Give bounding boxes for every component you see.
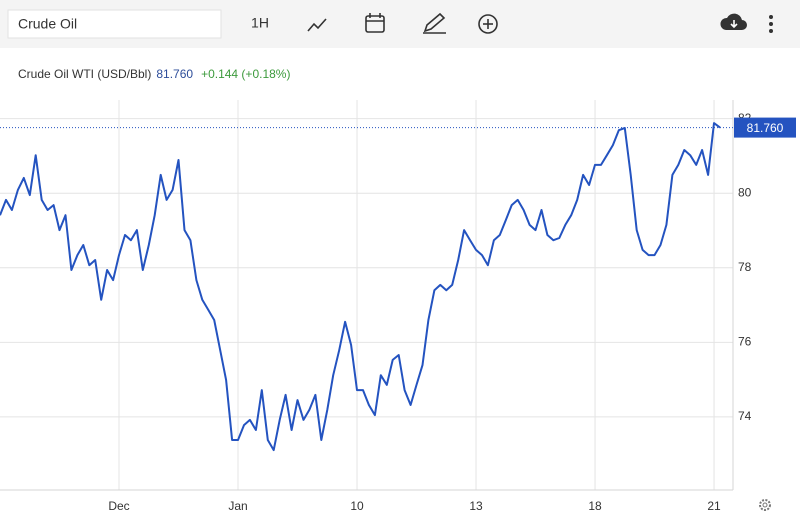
last-price-label: 81.760: [747, 121, 784, 135]
add-button[interactable]: [478, 14, 498, 34]
x-tick-label: 21: [707, 499, 721, 513]
x-tick-label: 13: [469, 499, 483, 513]
x-tick-label: 10: [350, 499, 364, 513]
y-tick-label: 80: [738, 185, 752, 199]
calendar-button[interactable]: [365, 13, 385, 33]
line-type-button[interactable]: [307, 18, 327, 32]
draw-button[interactable]: [423, 12, 446, 34]
header-price: 81.760: [156, 67, 193, 81]
search-box[interactable]: [7, 9, 222, 39]
y-tick-label: 78: [738, 260, 752, 274]
x-tick-label: Jan: [228, 499, 247, 513]
series-name: Crude Oil WTI (USD/Bbl): [18, 67, 151, 81]
menu-button[interactable]: [769, 15, 773, 33]
header-change: +0.144 (+0.18%): [201, 67, 290, 81]
x-tick-label: 18: [588, 499, 602, 513]
interval-button[interactable]: 1H: [251, 15, 269, 31]
price-line: [0, 122, 721, 452]
x-tick-label: Dec: [108, 499, 129, 513]
settings-button[interactable]: [759, 499, 771, 511]
last-price-tag: [734, 117, 796, 138]
y-tick-label: 76: [738, 335, 752, 349]
search-text[interactable]: Crude Oil: [18, 16, 77, 32]
y-tick-label: 74: [738, 409, 752, 423]
download-button[interactable]: [720, 13, 747, 30]
